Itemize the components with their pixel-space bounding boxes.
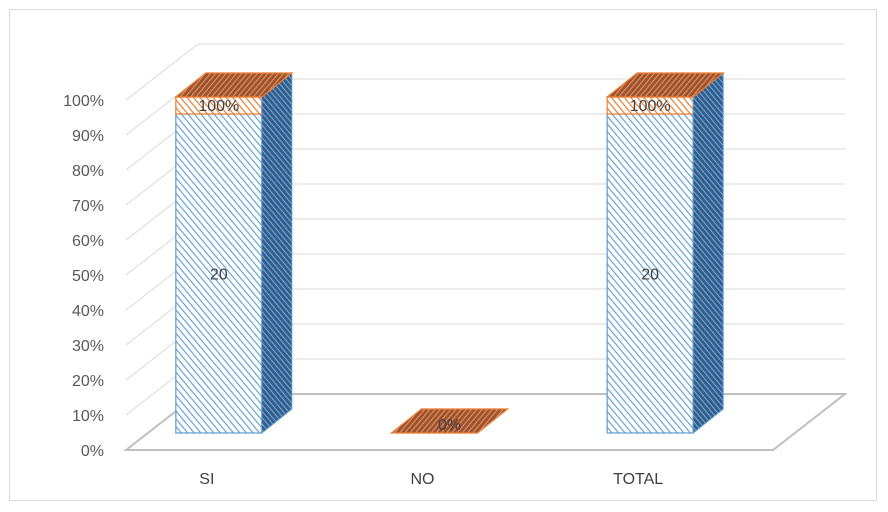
bar-segment-series1 <box>175 113 263 434</box>
y-tick-label: 10% <box>72 408 104 425</box>
y-tick-label: 30% <box>72 338 104 355</box>
data-label: 100% <box>630 98 671 115</box>
bar-si <box>174 71 294 435</box>
y-tick-label: 100% <box>63 93 104 110</box>
y-tick-label: 80% <box>72 163 104 180</box>
bar-top-face <box>605 72 725 98</box>
data-label: 20 <box>641 267 659 284</box>
gridline <box>125 43 845 101</box>
y-tick-label: 40% <box>72 303 104 320</box>
bar-total <box>605 71 725 435</box>
y-tick-label: 0% <box>81 443 104 460</box>
chart-floor <box>123 393 848 451</box>
x-category-label: TOTAL <box>613 471 663 488</box>
data-label: 20 <box>210 267 228 284</box>
y-tick-label: 50% <box>72 268 104 285</box>
data-label: 0% <box>438 417 461 434</box>
bar-no <box>389 408 510 434</box>
bar-side-face <box>692 71 724 435</box>
y-tick-label: 60% <box>72 233 104 250</box>
bar-segment-series1 <box>606 113 694 434</box>
bar-side-face <box>261 71 293 435</box>
bar-top-face <box>389 408 510 434</box>
x-category-label: NO <box>411 471 435 488</box>
y-tick-label: 90% <box>72 128 104 145</box>
y-tick-label: 20% <box>72 373 104 390</box>
bar-top-face <box>174 72 294 98</box>
y-tick-label: 70% <box>72 198 104 215</box>
data-label: 100% <box>198 98 239 115</box>
x-category-label: SI <box>199 471 214 488</box>
